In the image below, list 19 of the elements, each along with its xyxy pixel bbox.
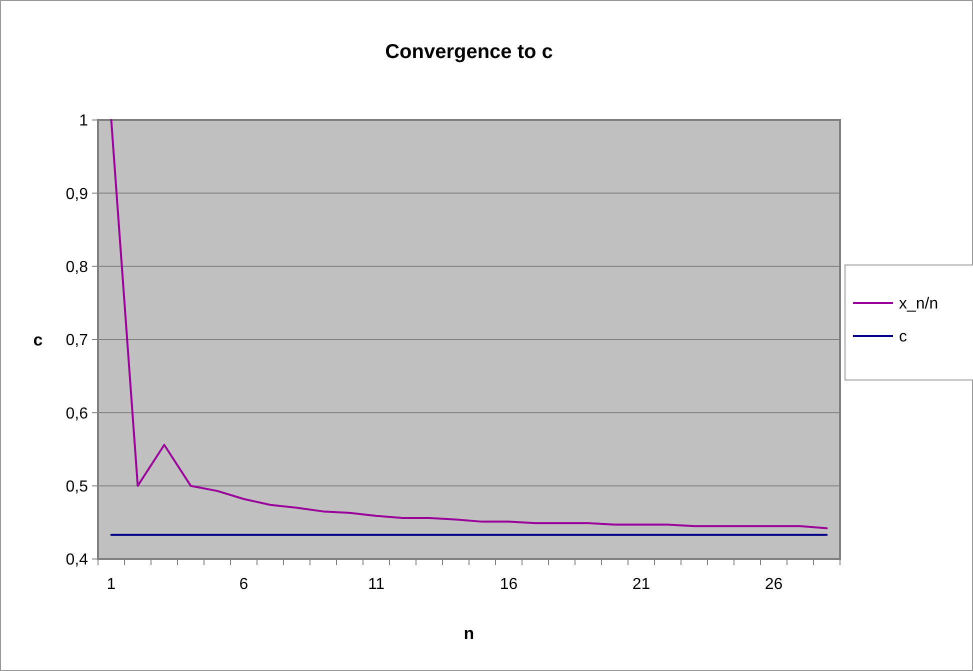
x-tick-label: 21 [632,576,650,593]
x-tick-label: 11 [368,576,385,593]
line-series [110,119,828,530]
y-tick-label: 0,8 [66,258,88,276]
legend-label: x_n/n [899,296,938,313]
x-tick-label: 6 [239,576,248,593]
x-axis-title: n [464,624,474,643]
y-axis-title: c [33,330,43,350]
legend-label: c [899,328,907,346]
y-tick-label: 0,9 [66,186,88,203]
x-tick-label: 26 [764,576,783,593]
y-tick-label: 0,4 [66,552,88,569]
y-tick-label: 1 [79,112,88,130]
y-tick-label: 0,6 [66,405,88,422]
x-tick-label: 16 [500,576,518,593]
chart-title: Convergence to c [385,41,553,63]
y-tick-label: 0,5 [66,478,88,496]
y-tick-label: 0,7 [66,332,88,350]
x-tick-label: 1 [106,576,116,593]
